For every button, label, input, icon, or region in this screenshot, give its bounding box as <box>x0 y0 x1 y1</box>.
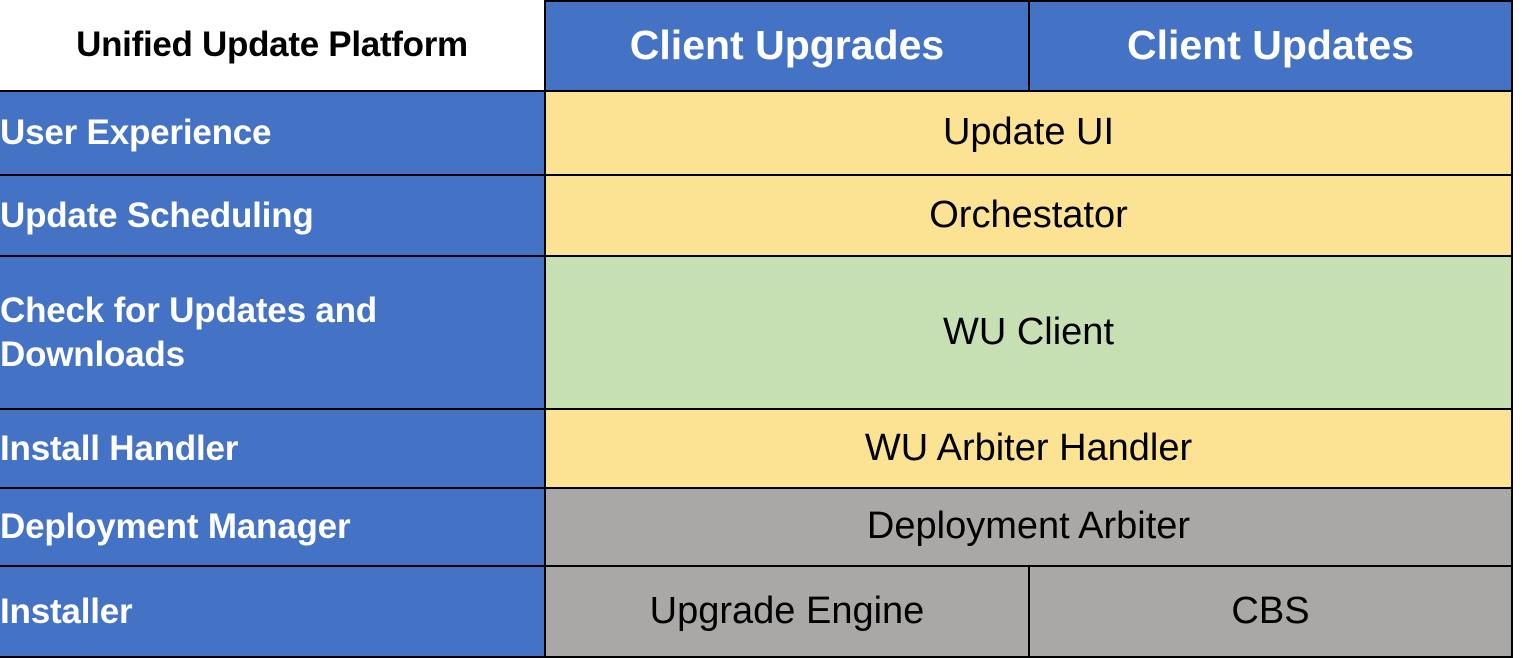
cell-text: Deployment Arbiter <box>866 505 1191 548</box>
row-label-text: Install Handler <box>0 428 239 468</box>
right-gutter <box>1512 175 1522 256</box>
cell-update-ui: Update UI <box>544 90 1513 176</box>
cell-cbs: CBS <box>1028 565 1513 658</box>
right-gutter <box>1512 1 1522 91</box>
column-header-client-updates: Client Updates <box>1028 0 1513 92</box>
cell-wu-client: WU Client <box>544 255 1513 410</box>
column-header-client-upgrades: Client Upgrades <box>544 0 1030 92</box>
row-label-deployment-manager: Deployment Manager <box>0 487 546 567</box>
row-label-text: User Experience <box>0 113 272 153</box>
right-gutter <box>1512 566 1522 657</box>
cell-text: Orchestator <box>929 193 1128 236</box>
cell-text: Upgrade Engine <box>649 589 925 632</box>
row-label-user-experience: User Experience <box>0 90 546 176</box>
cell-upgrade-engine: Upgrade Engine <box>544 565 1030 658</box>
right-gutter <box>1512 256 1522 409</box>
column-header-label: Client Upgrades <box>629 22 945 69</box>
row-label-install-handler: Install Handler <box>0 408 546 489</box>
row-label-check-for-updates-and-downloads: Check for Updates and Downloads <box>0 255 546 410</box>
cell-text: WU Client <box>942 310 1115 353</box>
corner-title-cell: Unified Update Platform <box>0 1 546 92</box>
table-header-row: Unified Update Platform Client Upgrades … <box>0 0 1522 92</box>
right-gutter <box>1512 488 1522 566</box>
column-header-label: Client Updates <box>1126 22 1415 69</box>
table-row: Update Scheduling Orchestator <box>0 174 1522 257</box>
table-row: Installer Upgrade Engine CBS <box>0 565 1522 658</box>
cell-deployment-arbiter: Deployment Arbiter <box>544 487 1513 567</box>
row-label-text-line1: Check for Updates and <box>0 290 377 330</box>
row-label-update-scheduling: Update Scheduling <box>0 174 546 257</box>
row-label-text-line2: Downloads <box>0 334 185 374</box>
row-label-text: Deployment Manager <box>0 507 351 547</box>
table-row: Install Handler WU Arbiter Handler <box>0 408 1522 489</box>
table-row: Deployment Manager Deployment Arbiter <box>0 487 1522 567</box>
table-row: User Experience Update UI <box>0 90 1522 176</box>
right-gutter <box>1512 409 1522 488</box>
cell-orchestator: Orchestator <box>544 174 1513 257</box>
cell-text: Update UI <box>942 111 1115 154</box>
cell-text: WU Arbiter Handler <box>864 426 1193 469</box>
right-gutter <box>1512 91 1522 175</box>
table-row: Check for Updates and Downloads WU Clien… <box>0 255 1522 410</box>
row-label-text: Update Scheduling <box>0 195 314 235</box>
row-label-text: Installer <box>0 591 133 631</box>
row-label-installer: Installer <box>0 565 546 658</box>
cell-wu-arbiter-handler: WU Arbiter Handler <box>544 408 1513 489</box>
page-title: Unified Update Platform <box>76 25 468 65</box>
cell-text: CBS <box>1231 589 1310 632</box>
